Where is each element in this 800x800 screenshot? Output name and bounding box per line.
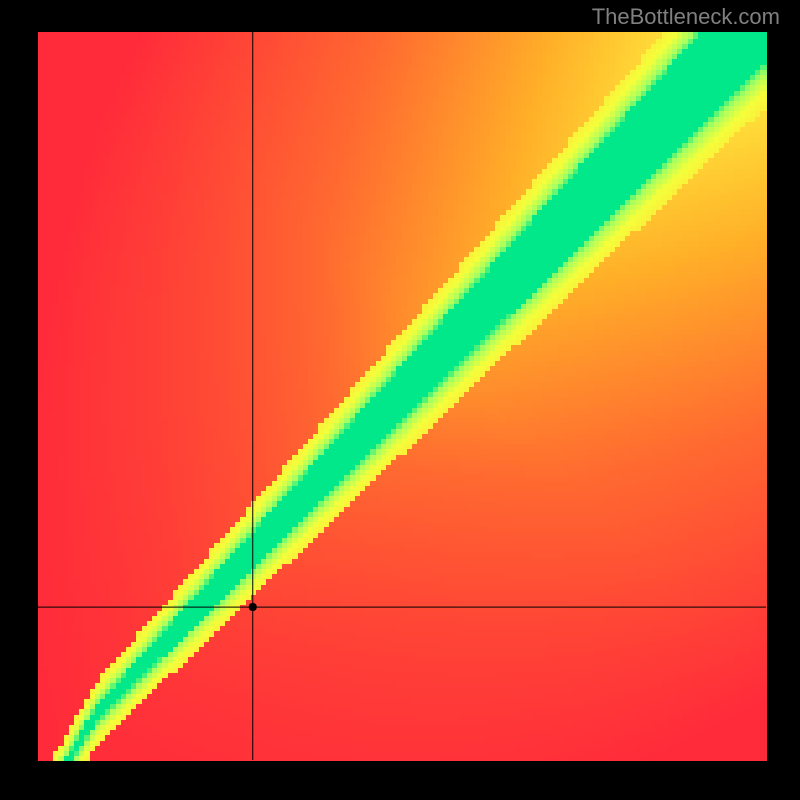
heatmap-canvas <box>0 0 800 800</box>
chart-container: TheBottleneck.com <box>0 0 800 800</box>
watermark-text: TheBottleneck.com <box>592 4 780 30</box>
